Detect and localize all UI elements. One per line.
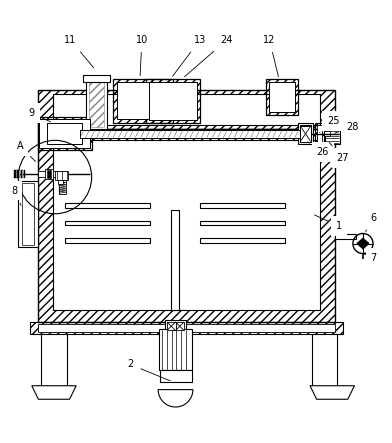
- Bar: [15, 171, 16, 178]
- Bar: [53, 140, 319, 311]
- Polygon shape: [32, 386, 76, 399]
- Text: 26: 26: [308, 142, 329, 157]
- Bar: [65, 203, 150, 208]
- Text: 24: 24: [185, 35, 233, 77]
- Bar: [18, 181, 38, 247]
- Bar: [300, 125, 311, 142]
- Bar: [22, 171, 23, 178]
- Bar: [58, 180, 64, 184]
- Bar: [165, 320, 186, 332]
- Bar: [38, 171, 63, 177]
- Text: 2: 2: [127, 359, 170, 381]
- Text: 25: 25: [319, 116, 339, 132]
- Bar: [45, 169, 53, 179]
- Bar: [325, 125, 340, 144]
- Text: 8: 8: [11, 186, 21, 206]
- Bar: [312, 334, 337, 388]
- Text: 13: 13: [172, 35, 206, 76]
- Bar: [269, 82, 295, 112]
- Text: 1: 1: [314, 215, 342, 231]
- Bar: [171, 210, 180, 311]
- Bar: [38, 90, 335, 129]
- Bar: [55, 171, 69, 180]
- Text: 9: 9: [29, 108, 51, 122]
- Bar: [89, 81, 104, 127]
- Bar: [167, 322, 176, 330]
- Text: 10: 10: [136, 35, 148, 76]
- Bar: [65, 221, 150, 225]
- Bar: [200, 203, 285, 208]
- Polygon shape: [310, 386, 354, 399]
- Bar: [160, 369, 192, 382]
- Bar: [30, 322, 343, 334]
- Bar: [86, 78, 107, 129]
- Text: 12: 12: [263, 35, 278, 77]
- Bar: [200, 221, 285, 225]
- Bar: [22, 183, 34, 245]
- Bar: [117, 82, 169, 119]
- Bar: [20, 171, 22, 178]
- Text: 7: 7: [363, 253, 377, 263]
- Bar: [65, 238, 150, 243]
- Polygon shape: [158, 389, 193, 407]
- Bar: [265, 78, 298, 115]
- Bar: [18, 171, 19, 178]
- Bar: [24, 171, 25, 178]
- Bar: [176, 322, 184, 330]
- Polygon shape: [357, 244, 369, 249]
- Bar: [200, 238, 285, 243]
- Bar: [317, 125, 322, 144]
- Bar: [298, 123, 314, 144]
- Bar: [335, 234, 356, 239]
- Bar: [40, 119, 90, 148]
- Bar: [146, 78, 200, 123]
- Bar: [159, 329, 192, 370]
- Text: A: A: [17, 141, 36, 162]
- Bar: [47, 123, 82, 144]
- Bar: [324, 131, 330, 136]
- Bar: [38, 324, 335, 332]
- Bar: [38, 117, 92, 150]
- Text: 6: 6: [365, 213, 377, 232]
- Bar: [315, 123, 323, 146]
- Bar: [19, 171, 20, 178]
- Bar: [16, 171, 17, 178]
- Bar: [80, 130, 300, 138]
- Bar: [300, 126, 311, 141]
- Bar: [47, 171, 51, 178]
- Text: 11: 11: [64, 35, 94, 68]
- Bar: [42, 334, 67, 388]
- Bar: [83, 75, 110, 82]
- Polygon shape: [357, 238, 369, 244]
- Bar: [113, 78, 173, 123]
- Bar: [38, 129, 335, 322]
- Bar: [59, 180, 66, 194]
- Bar: [53, 94, 319, 125]
- Bar: [149, 82, 197, 120]
- Text: 28: 28: [335, 122, 359, 133]
- Text: 27: 27: [329, 142, 349, 163]
